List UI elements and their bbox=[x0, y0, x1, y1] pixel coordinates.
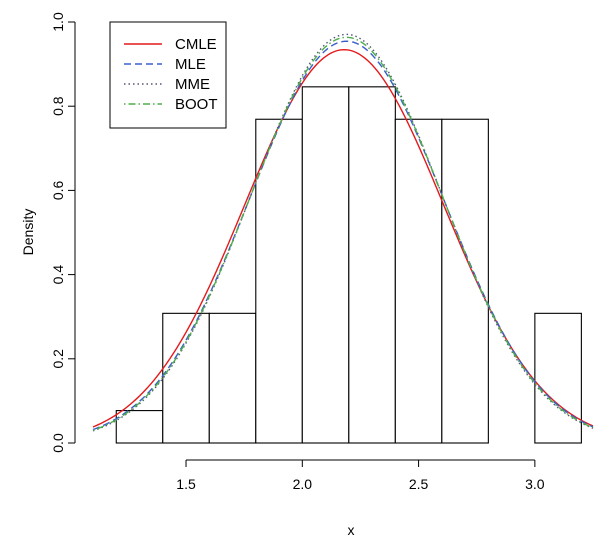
y-tick-label: 0.2 bbox=[50, 349, 66, 369]
histogram-bar bbox=[301, 86, 350, 444]
density-curve-mme bbox=[92, 33, 594, 432]
histogram-bars bbox=[115, 86, 582, 444]
y-tick-label: 0.4 bbox=[50, 265, 66, 285]
x-tick-label: 1.5 bbox=[176, 476, 196, 492]
histogram-bar bbox=[255, 118, 303, 444]
y-axis-label: Density bbox=[20, 209, 36, 256]
y-tick-label: 0.0 bbox=[50, 433, 66, 453]
x-axis: x 1.5 2.0 2.5 3.0 bbox=[176, 459, 545, 538]
y-tick-label: 1.0 bbox=[50, 12, 66, 32]
histogram-bar bbox=[115, 410, 164, 444]
y-axis: Density 0.0 0.2 0.4 0.6 0.8 1.0 bbox=[20, 12, 76, 453]
x-tick-label: 2.0 bbox=[293, 476, 313, 492]
x-tick-label: 2.5 bbox=[409, 476, 429, 492]
legend-label-mle: MLE bbox=[175, 56, 206, 73]
histogram-bar bbox=[534, 312, 582, 444]
histogram-bar bbox=[441, 118, 489, 444]
legend-label-mme: MME bbox=[175, 76, 210, 93]
histogram-bar bbox=[208, 312, 257, 444]
legend-label-cmle: CMLE bbox=[175, 36, 217, 53]
density-curves bbox=[92, 33, 594, 432]
x-tick-label: 3.0 bbox=[525, 476, 545, 492]
legend-label-boot: BOOT bbox=[175, 96, 218, 113]
legend-box bbox=[109, 21, 227, 129]
density-curve-boot bbox=[92, 36, 594, 431]
histogram-bar bbox=[394, 118, 443, 444]
histogram-bar bbox=[162, 312, 210, 444]
density-curve-mle bbox=[92, 40, 594, 431]
x-axis-label: x bbox=[348, 522, 355, 538]
y-tick-label: 0.8 bbox=[50, 96, 66, 116]
legend: CMLE MLE MME BOOT bbox=[109, 21, 227, 129]
histogram-bar bbox=[348, 86, 396, 444]
y-tick-label: 0.6 bbox=[50, 180, 66, 200]
